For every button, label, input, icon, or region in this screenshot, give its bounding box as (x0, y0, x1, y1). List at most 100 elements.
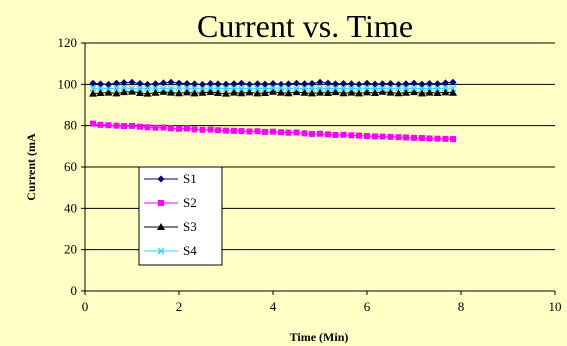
data-point-s4 (355, 84, 363, 92)
legend-label: S3 (183, 219, 197, 234)
data-point-s2 (285, 129, 292, 136)
data-point-s1 (379, 80, 387, 88)
data-point-s1 (434, 80, 441, 88)
data-point-s4 (191, 85, 198, 93)
data-point-s2 (293, 129, 300, 136)
x-tick-label: 10 (549, 299, 562, 314)
data-point-s3 (245, 88, 254, 96)
data-point-s2 (97, 121, 104, 128)
data-point-s4 (402, 84, 410, 92)
data-point-s3 (175, 89, 183, 97)
data-point-s4 (105, 85, 112, 93)
data-point-s1 (387, 80, 394, 88)
data-point-s3 (96, 89, 105, 97)
data-point-s1 (347, 80, 355, 88)
y-tick-label: 20 (64, 242, 77, 257)
legend-box (138, 166, 223, 266)
data-point-s2 (254, 128, 261, 135)
data-point-s4 (183, 84, 191, 92)
data-point-s4 (97, 84, 104, 92)
legend-marker (157, 223, 165, 230)
data-point-s3 (120, 88, 129, 96)
y-tick-label: 80 (64, 118, 77, 133)
x-tick-labels: 0 2 4 6 8 10 (82, 291, 562, 314)
legend-item-s2: S2 (144, 195, 197, 210)
legend-marker (157, 175, 165, 183)
data-point-s2 (168, 125, 175, 132)
data-point-s2 (395, 134, 402, 141)
data-point-s4 (293, 85, 300, 93)
data-point-s2 (129, 122, 135, 129)
data-point-s2 (144, 124, 151, 131)
data-point-s4 (261, 85, 269, 93)
x-tick-label: 8 (458, 299, 465, 314)
data-point-s3 (261, 89, 270, 97)
series-s3 (88, 87, 458, 97)
data-point-s3 (135, 89, 144, 97)
data-point-s2 (113, 122, 120, 129)
data-point-s4 (371, 84, 379, 92)
data-point-s4 (136, 85, 144, 93)
legend-item-s3: S3 (144, 219, 197, 234)
data-point-s1 (183, 80, 191, 88)
data-point-s4 (207, 84, 214, 92)
data-point-s1 (112, 79, 120, 87)
legend-item-s4: S4 (144, 243, 197, 258)
x-tick-label: 4 (270, 299, 277, 314)
data-point-s4 (254, 85, 261, 92)
data-point-s2 (371, 133, 378, 140)
data-point-s4 (214, 85, 222, 93)
data-point-s2 (183, 125, 190, 132)
data-point-s1 (230, 80, 238, 88)
data-point-s4 (246, 84, 253, 92)
data-point-s3 (417, 89, 426, 97)
data-point-s4 (449, 85, 457, 92)
data-point-s3 (198, 88, 207, 96)
data-point-s4 (277, 84, 285, 92)
data-point-s2 (426, 135, 433, 142)
data-point-s2 (238, 128, 245, 135)
data-point-s1 (175, 79, 183, 87)
data-point-s4 (238, 85, 245, 93)
data-point-s1 (191, 80, 199, 88)
data-point-s3 (229, 88, 238, 96)
series-s4 (89, 84, 457, 93)
data-point-s2 (215, 127, 222, 134)
data-point-s4 (410, 85, 418, 93)
data-point-s3 (214, 89, 223, 97)
data-point-s3 (394, 89, 403, 97)
x-tick-label: 6 (364, 299, 371, 314)
legend-label: S1 (183, 171, 197, 186)
data-point-s3 (276, 88, 285, 96)
data-point-s3 (378, 87, 387, 95)
data-point-s2 (332, 131, 339, 138)
data-point-s2 (246, 128, 253, 135)
data-point-s2 (176, 125, 182, 132)
data-point-s2 (348, 132, 355, 139)
data-point-s1 (136, 80, 144, 88)
data-point-s4 (363, 85, 371, 92)
chart-title: Current vs. Time (197, 8, 413, 44)
data-point-s1 (340, 80, 347, 88)
data-point-s3 (104, 88, 113, 96)
data-point-s4 (332, 84, 339, 92)
data-point-s2 (105, 122, 112, 129)
data-point-s3 (402, 88, 411, 96)
data-point-s1 (269, 80, 277, 88)
data-point-s1 (261, 80, 269, 88)
data-point-s4 (144, 84, 151, 92)
legend-item-s1: S1 (144, 171, 197, 186)
data-point-s4 (269, 84, 277, 92)
data-point-s4 (128, 85, 136, 92)
data-point-s3 (300, 88, 309, 96)
data-point-s3 (190, 89, 199, 97)
data-point-s1 (426, 80, 434, 88)
data-point-s2 (191, 126, 198, 133)
data-point-s1 (238, 79, 246, 87)
data-point-s3 (112, 89, 121, 97)
data-point-s2 (152, 124, 159, 131)
data-point-s3 (253, 89, 262, 97)
data-point-s4 (426, 84, 433, 92)
legend-label: S4 (183, 243, 197, 258)
data-point-s4 (120, 84, 128, 92)
